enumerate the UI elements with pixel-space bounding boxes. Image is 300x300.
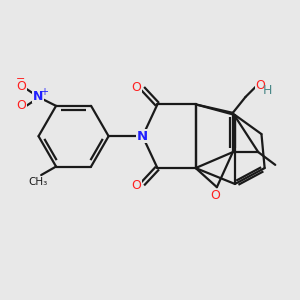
Text: O: O <box>16 80 26 93</box>
Text: O: O <box>131 178 141 191</box>
Text: O: O <box>16 99 26 112</box>
Text: N: N <box>137 130 148 143</box>
Text: H: H <box>263 84 272 97</box>
Text: N: N <box>33 90 43 103</box>
Text: O: O <box>210 189 220 202</box>
Text: O: O <box>256 79 265 92</box>
Text: −: − <box>16 74 26 84</box>
Text: CH₃: CH₃ <box>28 178 48 188</box>
Text: O: O <box>131 81 141 94</box>
Text: +: + <box>40 87 48 97</box>
